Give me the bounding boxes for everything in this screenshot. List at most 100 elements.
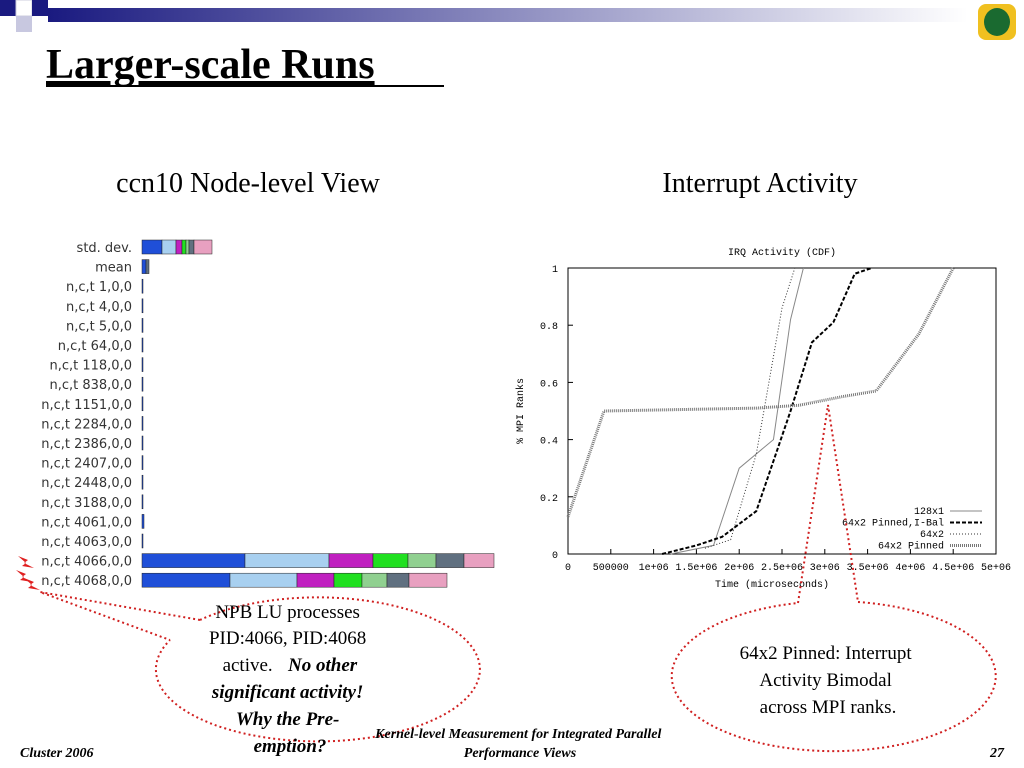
bar-segment (141, 533, 144, 549)
bar-segment (361, 572, 388, 588)
bar-segment (181, 239, 187, 255)
right-heading: Interrupt Activity (662, 168, 857, 199)
left-heading: ccn10 Node-level View (116, 168, 380, 199)
legend-label: 128x1 (914, 507, 944, 518)
category-label: n,c,t 4066,0,0 (41, 555, 132, 570)
x-tick-label: 5e+06 (981, 563, 1011, 574)
bar-segment (175, 239, 183, 255)
bar-segment (386, 572, 410, 588)
bar-segment (141, 278, 144, 294)
x-tick-label: 2.5e+06 (761, 563, 803, 574)
profile-chart: std. dev. mean n,c,t 1,0,0 n,c,t 4,0,0 n,c,t… (41, 239, 495, 589)
line-series (670, 267, 804, 555)
callout-emphasis: Why the Pre- (236, 709, 339, 730)
bar-segment (141, 474, 144, 490)
y-tick-label: 1 (552, 265, 558, 276)
bar-segment (141, 572, 231, 588)
category-label: n,c,t 1151,0,0 (41, 398, 132, 413)
callout-line: NPB LU processes (215, 602, 360, 623)
lightning-icons (16, 556, 40, 590)
bar-segment (141, 318, 144, 333)
y-axis-label: % MPI Ranks (515, 378, 527, 444)
category-label: n,c,t 4061,0,0 (41, 515, 132, 530)
bar-segment (141, 396, 144, 412)
y-tick-label: 0.8 (540, 322, 558, 333)
bar-segment (141, 416, 144, 431)
y-tick-label: 0 (552, 551, 558, 562)
category-label: n,c,t 4068,0,0 (41, 574, 132, 589)
category-label: n,c,t 5,0,0 (66, 319, 132, 334)
bar-segment (328, 553, 374, 568)
bar-segment (463, 553, 495, 568)
legend-label: 64x2 Pinned,I-Bal (842, 518, 944, 530)
legend-label: 64x2 Pinned (878, 541, 944, 553)
bar-segment (145, 259, 150, 274)
page-number: 27 (989, 746, 1005, 761)
x-tick-label: 2e+06 (724, 563, 754, 574)
bar-segment (188, 239, 195, 255)
callout-1: NPB LU processes PID:4066, PID:4068 acti… (209, 602, 371, 757)
callout-emphasis: No other (287, 655, 358, 676)
slide-title: Larger-scale Runs (46, 42, 375, 88)
x-tick-label: 4e+06 (895, 563, 925, 574)
x-tick-label: 4.5e+06 (932, 563, 974, 574)
category-label: n,c,t 4063,0,0 (41, 535, 132, 550)
bar-segment (372, 553, 409, 568)
bar-segment (161, 239, 177, 255)
bar-segment (141, 553, 246, 568)
bar-segment (407, 553, 437, 568)
bar-segment (141, 455, 144, 470)
callout-line: PID:4066, PID:4068 (209, 628, 366, 649)
x-tick-label: 1e+06 (639, 563, 669, 574)
bar-segment (185, 239, 190, 255)
bar-segment (244, 553, 330, 568)
bar-segment (193, 239, 213, 255)
bar-segment (141, 514, 145, 529)
line-series (704, 267, 796, 549)
legend-label: 64x2 (920, 530, 944, 541)
y-tick-label: 0.2 (540, 494, 558, 505)
chart-title: IRQ Activity (CDF) (728, 247, 836, 259)
y-tick-label: 0.6 (540, 379, 558, 390)
bar-segment (141, 337, 144, 353)
category-label: n,c,t 1,0,0 (66, 280, 132, 295)
footer-line: Kernel-level Measurement for Integrated … (374, 727, 661, 742)
footer-line: Performance Views (464, 746, 577, 761)
footer-left: Cluster 2006 (20, 746, 94, 761)
bar-segment (435, 553, 465, 568)
line-series (661, 267, 873, 555)
bar-segment (229, 572, 298, 588)
header-decoration (0, 0, 1016, 40)
callout-emphasis: significant activity! (211, 682, 363, 703)
category-label: n,c,t 2284,0,0 (41, 417, 132, 432)
x-axis-label: Time (microseconds) (715, 579, 829, 591)
bar-segment (141, 298, 144, 314)
callout-emphasis: emption? (254, 736, 327, 757)
callout-line: 64x2 Pinned: Interrupt (740, 643, 913, 664)
x-tick-label: 3.5e+06 (847, 563, 889, 574)
category-label: n,c,t 2386,0,0 (41, 437, 132, 452)
bar-segment (141, 357, 144, 372)
bar-segment (296, 572, 335, 588)
x-tick-label: 3e+06 (810, 563, 840, 574)
category-label: n,c,t 4,0,0 (66, 300, 132, 315)
category-label: n,c,t 3188,0,0 (41, 496, 132, 511)
category-label: n,c,t 2448,0,0 (41, 476, 132, 491)
callout-line: across MPI ranks. (760, 697, 897, 718)
category-label: n,c,t 118,0,0 (49, 359, 132, 374)
callout-shapes (39, 404, 997, 753)
category-label: n,c,t 838,0,0 (49, 378, 132, 393)
line-series (566, 267, 955, 518)
bar-segment (141, 376, 144, 392)
category-label: std. dev. (77, 241, 132, 256)
bar-segment (141, 259, 147, 274)
callout-2: 64x2 Pinned: Interrupt Activity Bimodal … (740, 643, 917, 718)
bar-segment (408, 572, 448, 588)
bar-segment (141, 239, 163, 255)
footer-center: Kernel-level Measurement for Integrated … (374, 727, 665, 761)
y-tick-label: 0.4 (540, 437, 558, 448)
bar-segment (141, 435, 144, 451)
irq-chart: IRQ Activity (CDF) Time (microseconds) % M… (515, 247, 1011, 591)
bar-segment (141, 494, 144, 510)
